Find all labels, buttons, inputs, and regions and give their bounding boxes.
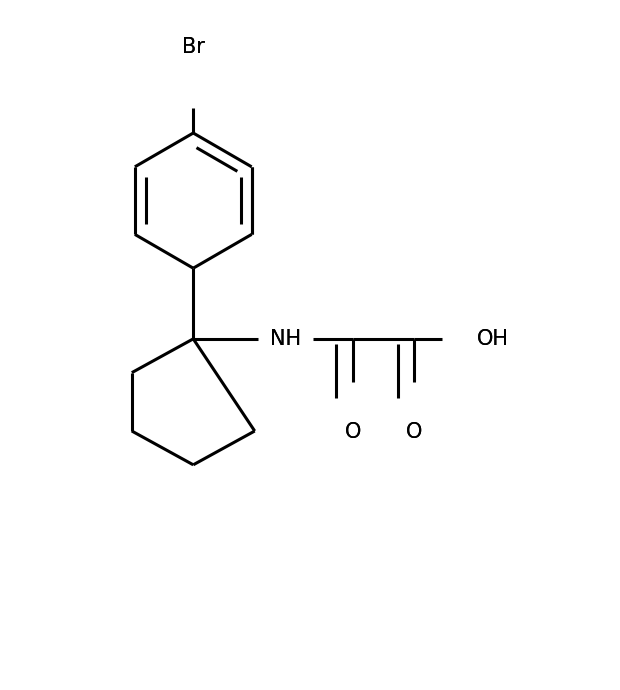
Text: NH: NH (270, 329, 301, 349)
Text: O: O (345, 422, 361, 442)
Text: O: O (406, 422, 423, 442)
Text: O: O (406, 422, 423, 442)
Text: Br: Br (182, 37, 205, 57)
Text: O: O (345, 422, 361, 442)
Text: O: O (406, 422, 423, 442)
Text: Br: Br (182, 37, 205, 57)
Text: OH: OH (477, 329, 509, 349)
Text: OH: OH (477, 329, 509, 349)
Text: OH: OH (477, 329, 509, 349)
Text: O: O (345, 422, 361, 442)
Text: NH: NH (270, 329, 301, 349)
Text: Br: Br (182, 37, 205, 57)
Text: NH: NH (270, 329, 301, 349)
